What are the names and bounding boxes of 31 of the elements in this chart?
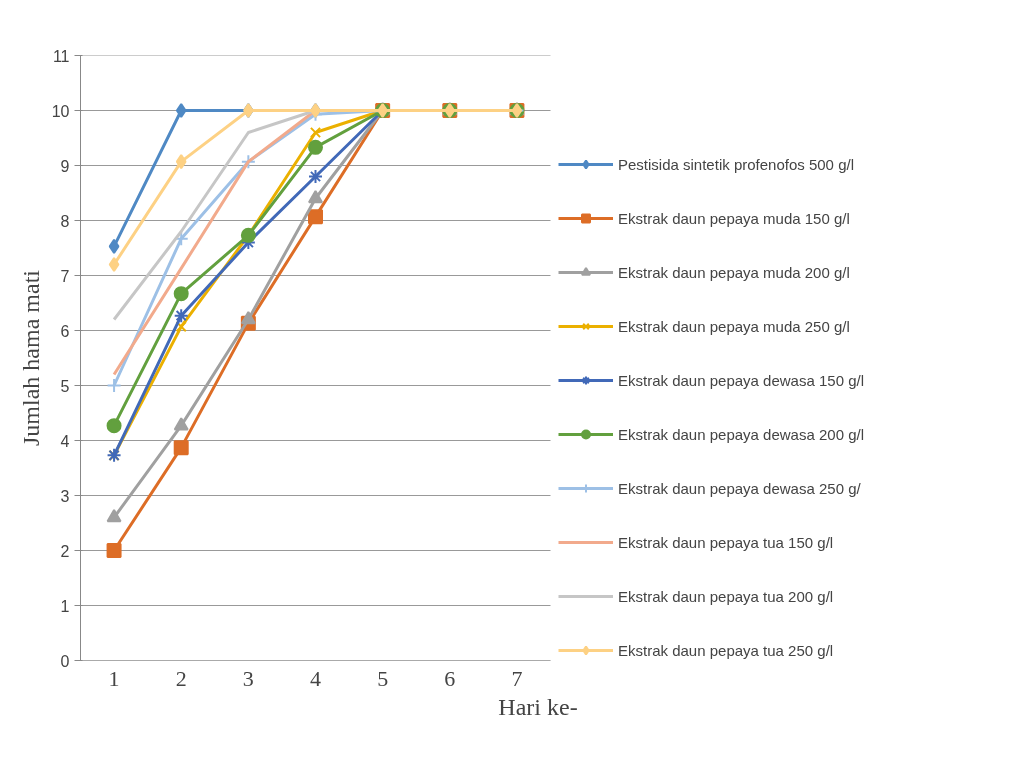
y-tick-label: 2: [60, 542, 70, 560]
legend-label: Ekstrak daun pepaya tua 150 g/l: [618, 533, 834, 551]
legend-label: Ekstrak daun pepaya dewasa 200 g/l: [618, 425, 864, 443]
legend-label: Ekstrak daun pepaya muda 150 g/l: [618, 209, 850, 227]
y-tick-label: 6: [60, 322, 70, 340]
x-tick-label: 5: [377, 665, 389, 691]
legend-label: Ekstrak daun pepaya dewasa 250 g/: [618, 479, 861, 497]
legend-label: Ekstrak daun pepaya muda 250 g/l: [618, 317, 850, 335]
y-tick-label: 11: [52, 47, 70, 65]
legend-label: Pestisida sintetik profenofos 500 g/l: [618, 155, 854, 173]
y-tick-label: 0: [60, 652, 70, 670]
y-tick-label: 4: [60, 432, 70, 450]
x-tick-label: 7: [511, 665, 523, 691]
x-axis-title: Hari ke-: [498, 693, 578, 720]
legend-label: Ekstrak daun pepaya muda 200 g/l: [618, 263, 850, 281]
legend-label: Ekstrak daun pepaya dewasa 150 g/l: [618, 371, 864, 389]
y-axis-title: Jumlah hama mati: [17, 269, 44, 446]
y-tick-label: 9: [60, 157, 70, 175]
y-tick-label: 3: [60, 487, 70, 505]
x-tick-label: 3: [242, 665, 254, 691]
x-tick-label: 1: [108, 665, 120, 691]
x-tick-label: 2: [175, 665, 187, 691]
y-tick-label: 8: [60, 212, 70, 230]
x-tick-label: 6: [444, 665, 456, 691]
y-tick-label: 7: [60, 267, 70, 285]
legend-label: Ekstrak daun pepaya tua 250 g/l: [618, 641, 834, 659]
y-tick-label: 1: [60, 597, 70, 615]
legend-label: Ekstrak daun pepaya tua 200 g/l: [618, 587, 834, 605]
y-tick-label: 5: [60, 377, 70, 395]
x-tick-label: 4: [310, 665, 321, 691]
y-tick-label: 10: [51, 102, 70, 120]
